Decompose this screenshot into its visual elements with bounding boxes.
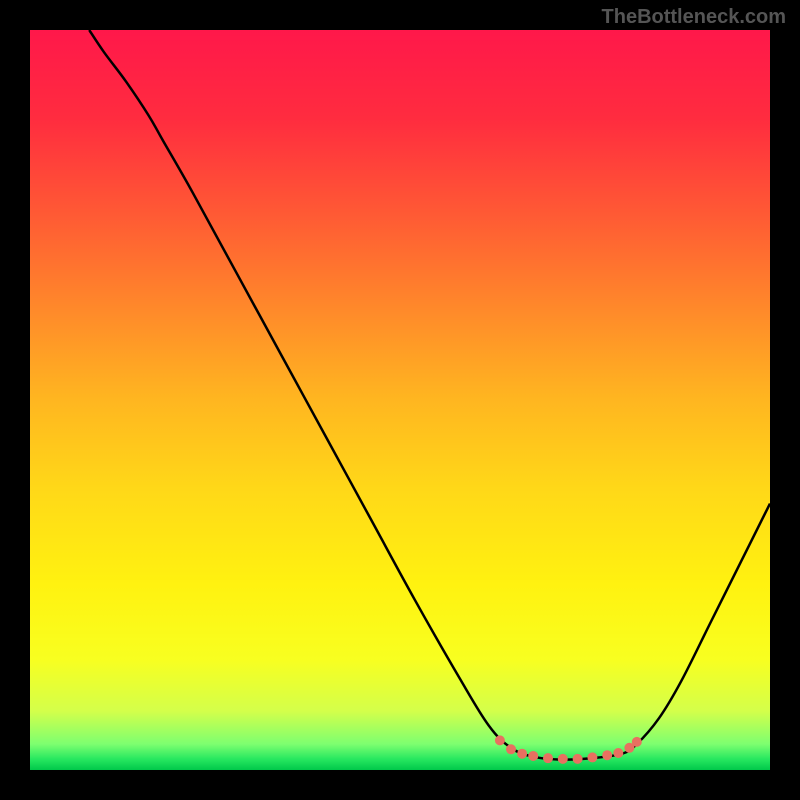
curve-marker <box>495 735 505 745</box>
curve-marker <box>543 753 553 763</box>
chart-background <box>30 30 770 770</box>
watermark-text: TheBottleneck.com <box>602 6 786 29</box>
chart-plot-area <box>30 30 770 770</box>
curve-marker <box>573 754 583 764</box>
chart-svg <box>30 30 770 770</box>
curve-marker <box>613 748 623 758</box>
curve-marker <box>632 737 642 747</box>
curve-marker <box>528 751 538 761</box>
curve-marker <box>602 750 612 760</box>
curve-marker <box>558 754 568 764</box>
curve-marker <box>517 749 527 759</box>
curve-marker <box>587 752 597 762</box>
curve-marker <box>506 744 516 754</box>
